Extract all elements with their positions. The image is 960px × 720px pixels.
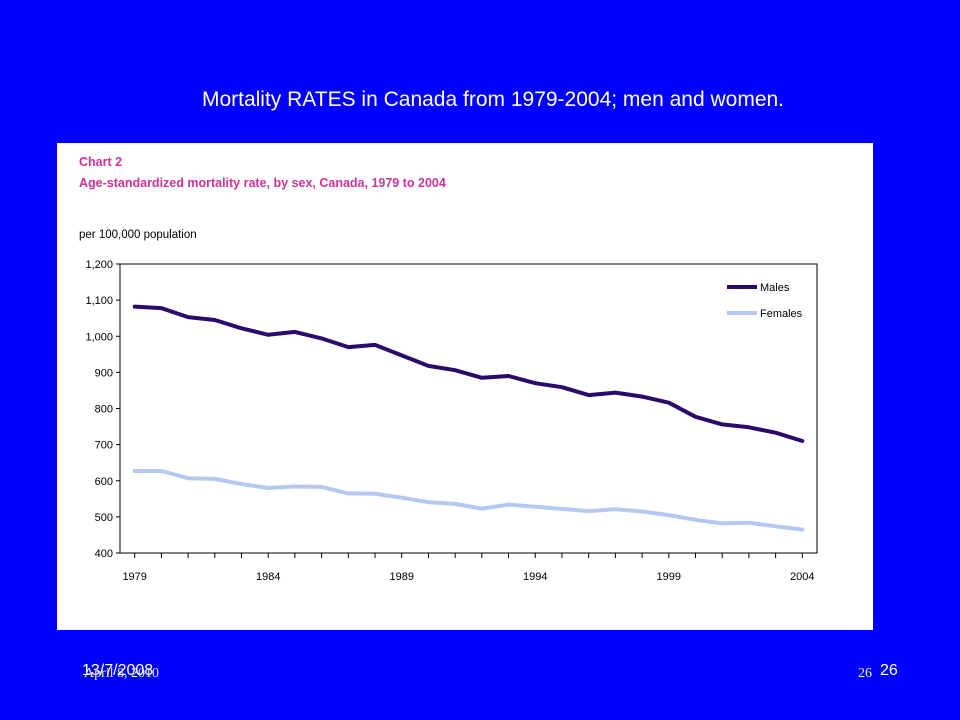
x-tick-label: 1979 xyxy=(122,571,146,583)
y-tick-label: 800 xyxy=(95,404,113,416)
y-tick-label: 600 xyxy=(95,476,113,488)
plot-frame xyxy=(119,263,818,554)
legend-label-males: Males xyxy=(760,282,790,294)
footer-page-number-secondary: 26 xyxy=(858,666,872,681)
footer-date-secondary: April 8, 2010 xyxy=(84,666,160,681)
footer-page-number: 26 xyxy=(880,662,898,679)
y-tick-label: 900 xyxy=(95,367,113,379)
y-tick-label: 400 xyxy=(95,548,113,560)
footer-date: 13/7/2008 xyxy=(82,662,154,679)
chart-label: Chart 2 xyxy=(79,155,123,169)
x-tick-label: 1984 xyxy=(256,571,280,583)
y-tick-label: 1,100 xyxy=(85,295,113,307)
y-tick-label: 500 xyxy=(95,512,113,524)
y-tick-label: 1,000 xyxy=(85,331,113,343)
x-tick-label: 1994 xyxy=(523,571,547,583)
x-tick-label: 1999 xyxy=(657,571,681,583)
x-tick-label: 2004 xyxy=(790,571,814,583)
x-tick-label: 1989 xyxy=(389,571,413,583)
series-line-females xyxy=(132,469,805,532)
y-axis-label: per 100,000 population xyxy=(79,229,197,241)
legend-label-females: Females xyxy=(760,308,803,320)
y-tick-label: 1,200 xyxy=(85,259,113,271)
line-chart: 400 500 600 700 800 900 1,000 1,100 1,200 1979 198… xyxy=(85,259,818,583)
slide-title: Mortality RATES in Canada from 1979-2004… xyxy=(201,88,785,111)
chart-title: Age-standardized mortality rate, by sex,… xyxy=(79,176,446,190)
series-line-males xyxy=(132,304,805,443)
y-tick-label: 700 xyxy=(95,440,113,452)
chart-panel: Chart 2 Age-standardized mortality rate,… xyxy=(57,143,873,630)
